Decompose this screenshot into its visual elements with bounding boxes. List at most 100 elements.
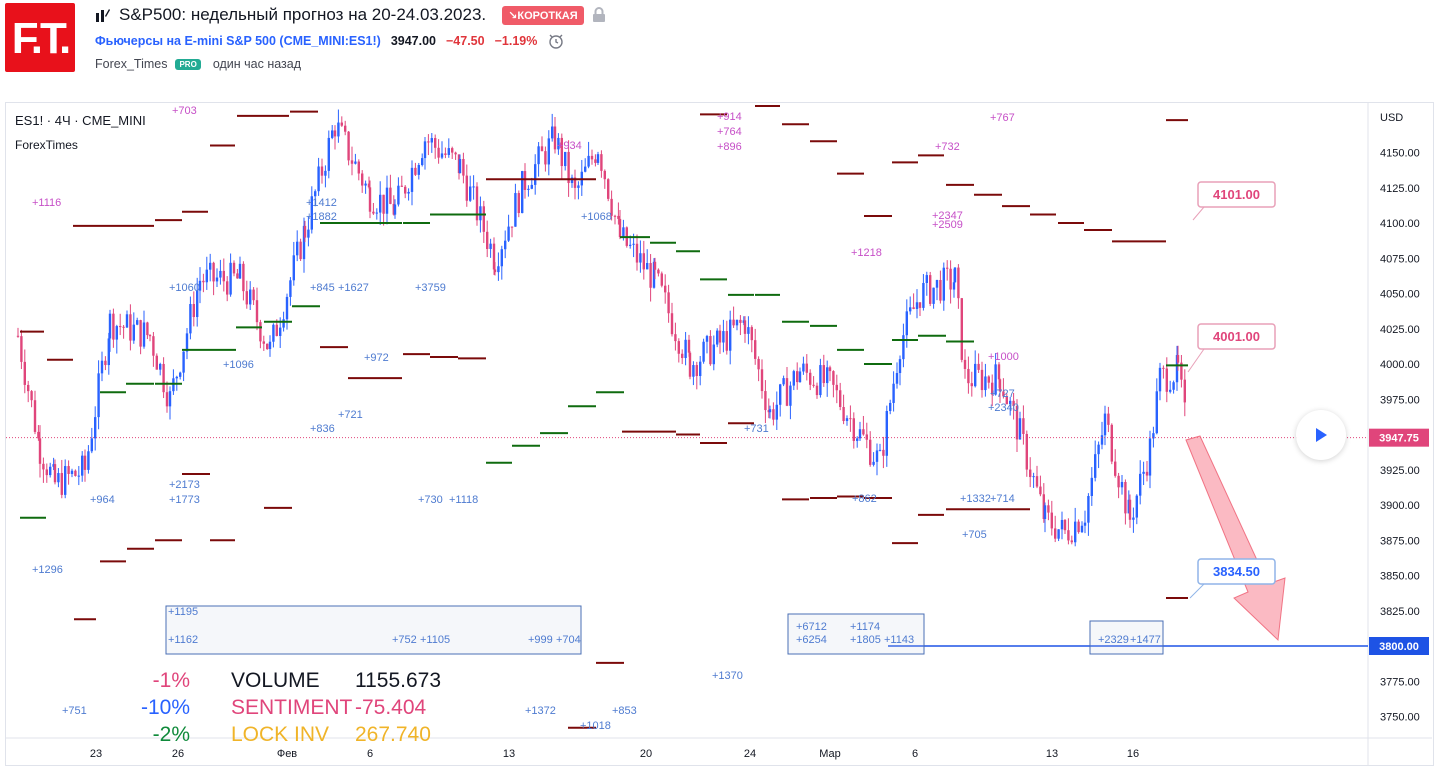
candle-body — [159, 363, 162, 370]
candle-body — [238, 263, 242, 279]
candle-body — [622, 227, 625, 238]
candle-body — [779, 384, 782, 405]
annotation-number: +1477 — [1130, 634, 1161, 646]
candle-body — [646, 263, 649, 270]
annotation-number: +1174 — [850, 621, 880, 633]
annotation-number: +6712 — [796, 621, 827, 633]
candle-body — [302, 225, 306, 260]
candle-body — [1124, 481, 1127, 514]
play-icon — [1316, 428, 1327, 442]
candle-body — [462, 158, 465, 176]
candle-body — [299, 241, 302, 260]
candle-body — [139, 320, 142, 347]
candle-body — [1005, 396, 1008, 405]
candle-body — [504, 240, 507, 250]
candle-body — [681, 353, 684, 359]
candle-body — [932, 287, 935, 304]
annotation-number: +1805 — [850, 634, 881, 646]
candle-body — [523, 171, 527, 190]
candle-body — [385, 187, 389, 214]
candle-body — [826, 367, 829, 384]
candle-body — [692, 365, 695, 377]
candle-body — [454, 152, 457, 155]
candle-body — [898, 359, 902, 374]
candle-body — [242, 263, 245, 292]
candle-body — [350, 160, 354, 164]
candle-body — [862, 429, 865, 435]
candle-body — [798, 371, 802, 383]
candle-body — [1039, 486, 1042, 495]
annotation-number: +845 — [310, 282, 335, 294]
candle-body — [782, 378, 785, 385]
candle-body — [963, 359, 967, 369]
candle-body — [1054, 528, 1057, 539]
price-tick-label: 4025.00 — [1380, 324, 1420, 336]
price-tick-label: 4150.00 — [1380, 148, 1420, 160]
candle-body — [1135, 495, 1138, 518]
chart-frame[interactable] — [5, 102, 1434, 766]
candle-body — [52, 464, 55, 467]
candle-body — [1050, 512, 1053, 529]
candle-body — [357, 161, 360, 174]
candle-body — [1132, 517, 1135, 520]
annotation-number: +2509 — [932, 219, 963, 231]
time-tick-label: Фев — [277, 748, 297, 760]
candle-body — [444, 153, 447, 155]
candle-body — [108, 313, 112, 339]
candle-body — [414, 167, 417, 175]
author-logo[interactable]: F.T. — [5, 3, 75, 72]
time-tick-label: 20 — [640, 748, 652, 760]
candle-body — [842, 407, 845, 422]
candle-body — [226, 281, 229, 295]
candle-body — [617, 215, 620, 219]
candle-body — [732, 319, 735, 326]
last-price-tag-text: 3947.75 — [1379, 433, 1419, 445]
candle-body — [856, 438, 859, 441]
time-tick-label: 23 — [90, 748, 102, 760]
candle-body — [882, 449, 885, 456]
annotation-number: +836 — [310, 423, 335, 435]
candle-body — [974, 363, 977, 387]
author-name[interactable]: Forex_Times — [95, 57, 168, 71]
alarm-clock-icon[interactable] — [547, 32, 565, 50]
candle-body — [81, 455, 84, 476]
candle-body — [610, 198, 613, 216]
candle-body — [168, 391, 172, 407]
idea-title: S&P500: недельный прогноз на 20-24.03.20… — [119, 5, 487, 24]
candle-body — [984, 376, 987, 391]
last-price-tag — [1369, 428, 1429, 447]
candle-body — [1107, 413, 1110, 425]
candle-body — [895, 373, 899, 384]
candle-body — [812, 384, 815, 386]
symbol-link[interactable]: Фьючерсы на E-mini S&P 500 (CME_MINI:ES1… — [95, 34, 381, 48]
annotation-number: +1162 — [168, 634, 198, 646]
candle-body — [212, 262, 215, 282]
candle-body — [1103, 413, 1107, 436]
candle-body — [70, 470, 74, 474]
candle-body — [400, 185, 403, 187]
stat-value: 267.740 — [355, 723, 431, 746]
title-row: S&P500: недельный прогноз на 20-24.03.20… — [95, 4, 606, 26]
candle-body — [577, 185, 580, 188]
play-button[interactable] — [1296, 410, 1346, 460]
candle-body — [23, 361, 26, 385]
level-price-tag — [1369, 637, 1429, 655]
candle-body — [393, 204, 397, 215]
candle-body — [289, 280, 292, 297]
candle-body — [182, 351, 185, 373]
candle-body — [994, 364, 997, 395]
candle-body — [493, 269, 497, 273]
annotation-number: +1143 — [884, 634, 914, 646]
candle-body — [37, 431, 40, 439]
candle-body — [946, 267, 949, 269]
candle-body — [354, 161, 357, 164]
annotation-number: +751 — [62, 705, 87, 717]
callout-pointer — [1189, 583, 1205, 599]
candle-body — [1029, 469, 1032, 478]
time-tick-label: 16 — [1127, 748, 1139, 760]
candle-body — [331, 130, 334, 138]
candle-body — [361, 173, 364, 186]
annotation-number: +2329 — [1098, 634, 1129, 646]
candle-body — [74, 470, 77, 476]
